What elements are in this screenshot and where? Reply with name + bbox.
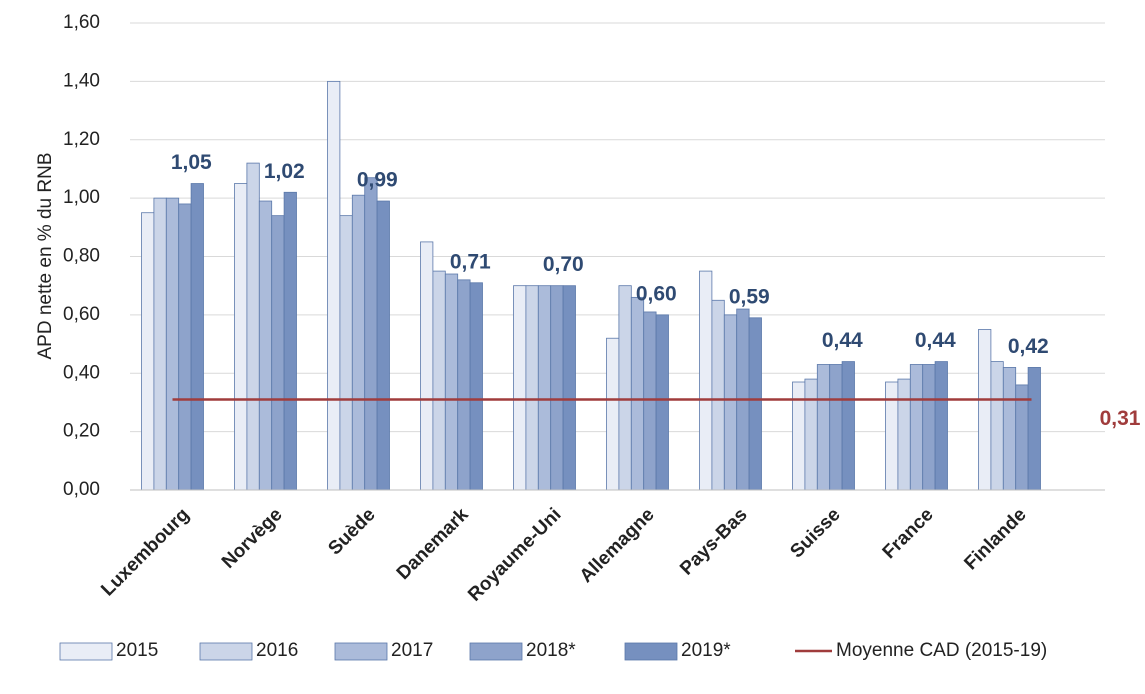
- x-tick-label: Allemagne: [576, 504, 659, 587]
- bar: [990, 361, 1004, 491]
- bar: [351, 194, 366, 491]
- bar: [630, 296, 645, 491]
- y-tick-label: 0,60: [63, 304, 100, 325]
- bar: [141, 212, 155, 491]
- bar: [432, 270, 446, 491]
- y-axis-label: APD nette en % du RNB: [35, 153, 56, 360]
- y-tick-label: 0,20: [63, 421, 100, 442]
- bar: [420, 241, 434, 491]
- legend-label: 2018*: [526, 640, 576, 661]
- bar: [934, 361, 948, 491]
- average-label: 0,31: [1100, 407, 1141, 430]
- bar: [550, 285, 564, 491]
- bar: [841, 361, 855, 491]
- x-tick-label: Danemark: [393, 504, 473, 584]
- legend-label: 2017: [391, 640, 433, 661]
- legend-swatch: [199, 642, 253, 661]
- legend-label: 2019*: [681, 640, 731, 661]
- x-tick-label: Suède: [324, 504, 379, 559]
- legend-swatch: [624, 642, 678, 661]
- x-tick-label: Luxembourg: [97, 504, 193, 600]
- bar: [699, 270, 713, 491]
- bar: [922, 364, 936, 491]
- bar: [562, 285, 576, 491]
- bar: [364, 177, 378, 491]
- bar: [190, 183, 204, 491]
- bar: [376, 200, 390, 491]
- bar: [829, 364, 843, 491]
- bar: [469, 282, 483, 491]
- bar: [457, 279, 471, 491]
- data-label: 0,99: [357, 169, 398, 192]
- bar: [748, 317, 762, 491]
- bar: [711, 299, 725, 491]
- data-label: 1,02: [264, 160, 305, 183]
- bar: [178, 203, 192, 491]
- bar: [246, 162, 260, 491]
- bar: [339, 215, 353, 491]
- bar: [909, 364, 924, 491]
- legend-swatch: [59, 642, 113, 661]
- legend-label: 2016: [256, 640, 298, 661]
- data-label: 1,05: [171, 151, 212, 174]
- legend-label: Moyenne CAD (2015-19): [836, 640, 1047, 661]
- data-label: 0,44: [915, 329, 956, 352]
- y-tick-label: 0,80: [63, 246, 100, 267]
- y-tick-label: 1,20: [63, 129, 100, 150]
- x-tick-label: Suisse: [786, 504, 844, 562]
- x-tick-label: Norvège: [218, 504, 287, 573]
- y-tick-label: 1,60: [63, 12, 100, 33]
- bar: [723, 314, 738, 491]
- bar: [655, 314, 669, 491]
- y-tick-label: 1,40: [63, 70, 100, 91]
- bar: [792, 381, 806, 491]
- bar: [258, 200, 273, 491]
- x-tick-label: Pays-Bas: [676, 504, 751, 579]
- legend-label: 2015: [116, 640, 158, 661]
- bar: [283, 191, 297, 491]
- bar: [1027, 367, 1041, 491]
- bar: [978, 329, 992, 491]
- data-label: 0,59: [729, 285, 770, 308]
- legend-swatch: [334, 642, 388, 661]
- bar: [525, 285, 539, 491]
- x-tick-label: Royaume-Uni: [464, 504, 565, 605]
- bar: [444, 273, 459, 491]
- bar: [885, 381, 899, 491]
- bar: [1002, 367, 1017, 491]
- data-label: 0,71: [450, 250, 491, 273]
- bar: [606, 337, 620, 491]
- x-tick-label: France: [879, 504, 938, 563]
- bar: [513, 285, 527, 491]
- data-label: 0,42: [1008, 335, 1049, 358]
- y-tick-label: 0,40: [63, 362, 100, 383]
- bar: [643, 311, 657, 491]
- bar: [153, 197, 167, 491]
- y-tick-label: 1,00: [63, 187, 100, 208]
- bar: [165, 197, 180, 491]
- bar: [816, 364, 831, 491]
- data-label: 0,44: [822, 329, 863, 352]
- bar: [804, 378, 818, 491]
- bar: [537, 285, 552, 491]
- legend-swatch: [469, 642, 523, 661]
- data-label: 0,60: [636, 282, 677, 305]
- bar: [618, 285, 632, 491]
- bar: [271, 215, 285, 491]
- x-tick-label: Finlande: [960, 504, 1030, 574]
- bar: [327, 80, 341, 491]
- y-tick-label: 0,00: [63, 479, 100, 500]
- bar: [897, 378, 911, 491]
- bar: [234, 183, 248, 491]
- data-label: 0,70: [543, 253, 584, 276]
